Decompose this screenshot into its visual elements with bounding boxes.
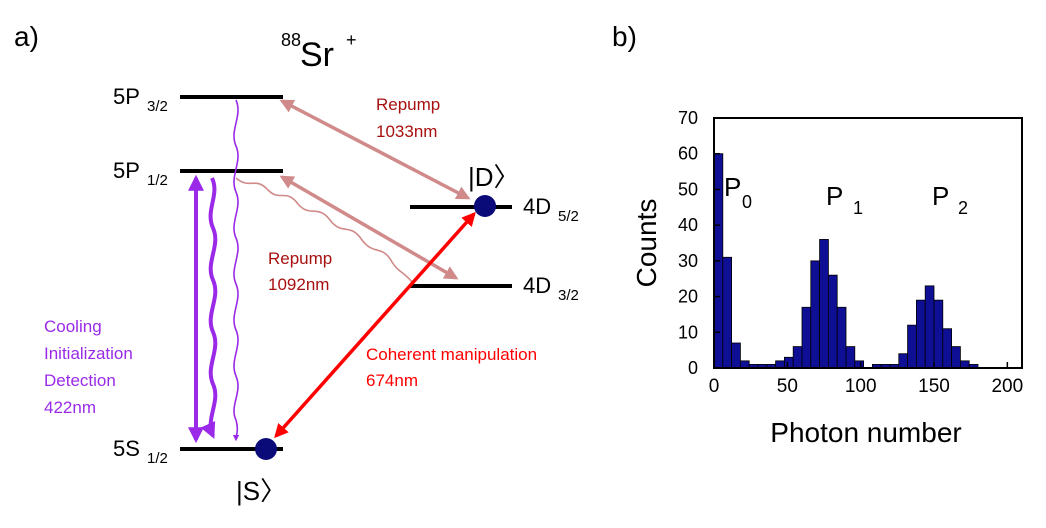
svg-text:4D: 4D — [523, 273, 551, 298]
svg-text:Cooling: Cooling — [44, 317, 102, 336]
decay-5p32-wave — [232, 99, 240, 442]
histogram-bar — [819, 239, 829, 369]
svg-text:3/2: 3/2 — [147, 98, 168, 115]
svg-text:P: P — [826, 181, 843, 211]
histogram-bar — [810, 260, 820, 369]
cooling-label-block: Cooling Initialization Detection 422nm — [44, 317, 133, 417]
plot-frame — [713, 117, 1023, 369]
histogram-bar — [916, 299, 926, 369]
svg-text:P: P — [932, 181, 949, 211]
svg-text:Initialization: Initialization — [44, 344, 133, 363]
svg-text:1/2: 1/2 — [147, 172, 168, 189]
ion-dot-d — [474, 195, 496, 217]
peak-label-p2: P 2 — [932, 181, 968, 218]
peak-label-p0: P 0 — [724, 172, 752, 212]
label-4d32: 4D 3/2 — [523, 273, 579, 304]
svg-text:1/2: 1/2 — [147, 450, 168, 467]
x-tick-label: 50 — [777, 376, 798, 397]
histogram-bar — [828, 274, 838, 369]
coherent-label: Coherent manipulation — [366, 345, 537, 364]
histogram-bar — [854, 360, 864, 369]
repump-1033-wavelength: 1033nm — [376, 122, 437, 141]
coherent-wavelength: 674nm — [366, 371, 418, 390]
histogram-bar — [845, 346, 856, 369]
svg-text:5P: 5P — [113, 84, 140, 109]
ion-dot-s — [255, 438, 277, 460]
y-tick-label: 40 — [678, 215, 698, 235]
histogram-bar — [836, 306, 847, 369]
svg-text:0: 0 — [742, 192, 752, 212]
ion-mass: 88 — [281, 30, 301, 50]
repump-1033-label: Repump — [376, 95, 440, 114]
svg-text:Detection: Detection — [44, 371, 116, 390]
histogram-bar — [731, 342, 741, 369]
histogram-bar — [907, 324, 917, 369]
histogram-bar — [740, 360, 750, 369]
svg-text:5P: 5P — [113, 158, 140, 183]
panel-a: a) 88 Sr + 5P 3/2 5P 1/2 5S 1/2 4D 5/2 — [14, 21, 579, 506]
label-4d52: 4D 5/2 — [523, 194, 579, 225]
panel-a-label: a) — [14, 21, 39, 52]
y-tick-label: 70 — [678, 108, 698, 128]
histogram-bar — [951, 346, 961, 369]
repump-1092-label: Repump — [268, 249, 332, 268]
y-tick-label: 20 — [678, 287, 698, 307]
histogram-bar — [933, 299, 944, 369]
y-tick-label: 50 — [678, 179, 698, 199]
histogram-bar — [775, 360, 785, 369]
x-axis-label: Photon number — [770, 417, 961, 448]
svg-text:5/2: 5/2 — [558, 208, 579, 225]
ion-symbol: Sr — [300, 36, 334, 74]
peak-label-p1: P 1 — [826, 181, 863, 218]
histogram-bar — [784, 356, 794, 369]
repump-1092-wavelength: 1092nm — [268, 275, 329, 294]
svg-text:422nm: 422nm — [44, 398, 96, 417]
ket-s: |S〉 — [236, 476, 286, 506]
histogram-bar — [898, 353, 908, 369]
x-tick-label: 150 — [918, 376, 950, 397]
label-5s12: 5S 1/2 — [113, 436, 168, 467]
svg-text:3/2: 3/2 — [558, 287, 579, 304]
ion-charge: + — [346, 30, 357, 50]
y-tick-label: 60 — [678, 144, 698, 164]
y-tick-label: 0 — [688, 358, 698, 378]
histogram-bar — [722, 256, 732, 369]
repump-1033-arrow — [279, 99, 471, 200]
svg-text:1: 1 — [853, 198, 863, 218]
histogram-bar — [801, 306, 812, 369]
y-tick-label: 10 — [678, 322, 698, 342]
histogram-bar — [942, 328, 952, 369]
fluorescence-5p12-wave — [200, 177, 218, 439]
y-tick-label: 30 — [678, 251, 698, 271]
y-axis-label: Counts — [631, 199, 662, 288]
histogram-bar — [924, 285, 935, 369]
ket-d: |D〉 — [468, 162, 520, 192]
histogram-bar — [792, 346, 803, 369]
label-5p12: 5P 1/2 — [113, 158, 168, 189]
panel-b-label: b) — [612, 21, 637, 52]
ion-title: 88 Sr + — [281, 30, 357, 74]
coherent-674-arrow — [274, 211, 476, 439]
histogram-bar — [960, 360, 970, 369]
x-tick-label: 200 — [991, 376, 1023, 397]
svg-text:2: 2 — [958, 198, 968, 218]
svg-text:P: P — [724, 172, 741, 202]
x-tick-label: 100 — [845, 376, 877, 397]
svg-text:4D: 4D — [523, 194, 551, 219]
label-5p32: 5P 3/2 — [113, 84, 168, 115]
svg-text:5S: 5S — [113, 436, 140, 461]
x-tick-label: 0 — [709, 376, 720, 397]
